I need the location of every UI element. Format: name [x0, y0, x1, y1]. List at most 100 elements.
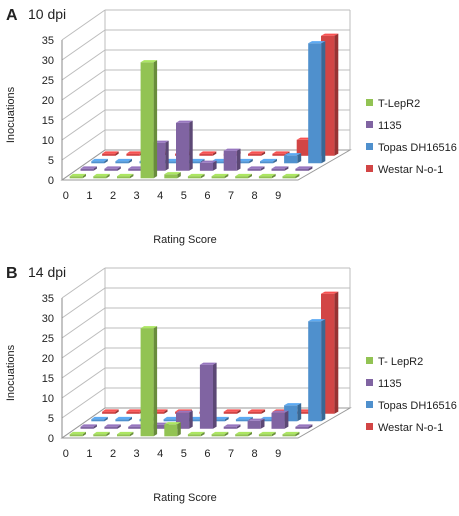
bar-top	[80, 166, 97, 169]
bar-front	[248, 411, 262, 414]
bar-side	[334, 33, 339, 156]
x-tick-label: 7	[228, 448, 234, 460]
bar-side	[308, 424, 313, 429]
bar-side	[248, 431, 252, 437]
bar-top	[164, 422, 181, 425]
bar-front	[115, 419, 129, 422]
bar-top	[258, 431, 276, 435]
legend-swatch	[366, 121, 373, 128]
bar-top	[176, 120, 193, 123]
bar-side	[153, 60, 158, 179]
bar-front	[247, 420, 261, 429]
bar-front	[187, 434, 201, 437]
bar-side	[106, 173, 110, 179]
bar-side	[261, 151, 266, 156]
y-tick-label: 10	[42, 393, 54, 405]
bar-front	[176, 122, 190, 171]
x-tick-label: 3	[134, 448, 140, 460]
bar-top	[248, 409, 266, 412]
bar-front	[140, 62, 154, 179]
side-gridline	[61, 129, 106, 161]
bar-front	[272, 153, 286, 156]
y-axis-label: Inocuations	[5, 86, 17, 143]
bar-side	[271, 173, 276, 179]
bar-side	[284, 410, 289, 429]
bar-side	[295, 431, 300, 437]
bar-side	[200, 173, 205, 179]
bar	[93, 431, 110, 437]
bar-top	[258, 173, 276, 177]
bar-front	[223, 150, 237, 171]
bar	[247, 166, 265, 171]
legend-label: Topas DH16516	[378, 400, 457, 412]
bar-side	[284, 166, 289, 171]
bar-side	[321, 319, 326, 422]
bar	[126, 409, 144, 414]
bar-top	[284, 403, 302, 406]
panel-letter: B	[6, 265, 18, 282]
back-wall-plane	[105, 268, 350, 408]
y-tick-label: 35	[42, 35, 54, 47]
bar-side	[213, 362, 217, 429]
bar-top	[80, 424, 97, 427]
legend-swatch	[366, 357, 373, 364]
bar	[258, 173, 276, 179]
bar	[258, 431, 276, 437]
bar-side	[295, 173, 300, 179]
bar-top	[199, 362, 217, 365]
chart-title: 10 dpi	[28, 6, 66, 22]
x-tick-label: 6	[204, 448, 210, 460]
bar-front	[104, 426, 118, 429]
bar-front	[295, 426, 309, 429]
bar	[247, 418, 265, 429]
side-gridline	[61, 347, 106, 379]
bar-top	[104, 424, 121, 427]
bar-side	[260, 418, 265, 429]
bar-top	[69, 173, 86, 177]
bar-front	[235, 176, 249, 179]
x-axis-label: Rating Score	[153, 234, 217, 246]
bar-side	[248, 173, 252, 179]
bar	[115, 158, 132, 164]
y-tick-label: 10	[42, 135, 54, 147]
bar-side	[128, 158, 132, 164]
bar-top	[271, 410, 289, 413]
legend-label: 1135	[378, 378, 402, 390]
bar	[80, 166, 97, 171]
bar	[223, 148, 241, 171]
bar-top	[284, 153, 302, 156]
bar-top	[91, 416, 108, 420]
side-gridline	[61, 9, 106, 41]
x-tick-label: 7	[228, 190, 234, 202]
bar	[271, 410, 289, 429]
bar-top	[223, 148, 241, 151]
bar-side	[261, 409, 266, 414]
bar-front	[308, 321, 322, 422]
bar-side	[236, 424, 241, 429]
bar-side	[297, 403, 302, 422]
bar-front	[69, 176, 83, 179]
floor-outline	[60, 407, 352, 439]
bar-top	[235, 173, 252, 177]
bar-top	[93, 431, 110, 435]
bar	[295, 166, 313, 171]
chart-b-svg: B 14 dpi 0 5 10 15 20 25 30 35 0 1 2 3 4 5 6 7 8 9 Rating Sc…	[5, 264, 457, 504]
legend-label: Topas DH16516	[378, 142, 457, 154]
panel-a: A 10 dpi 0 5 10 15 20 25 30 35 0 1 2 3 4 5 6 7 8 9 Rating Sc…	[5, 6, 457, 246]
side-gridline	[61, 327, 106, 359]
bar-top	[102, 409, 119, 412]
bar-top	[187, 431, 205, 435]
y-tick-label: 0	[48, 175, 54, 187]
legend-label: 1135	[378, 120, 402, 132]
x-tick-label: 4	[157, 448, 163, 460]
y-axis-label: Inocuations	[5, 344, 17, 401]
bar-top	[308, 41, 326, 44]
y-tick-label: 25	[42, 333, 54, 345]
bar-front	[91, 161, 105, 164]
bar-top	[69, 431, 86, 435]
bar-front	[80, 168, 94, 171]
x-tick-label: 9	[275, 448, 281, 460]
legend-swatch	[366, 379, 373, 386]
bar-front	[102, 411, 116, 414]
bar-front	[163, 419, 177, 422]
